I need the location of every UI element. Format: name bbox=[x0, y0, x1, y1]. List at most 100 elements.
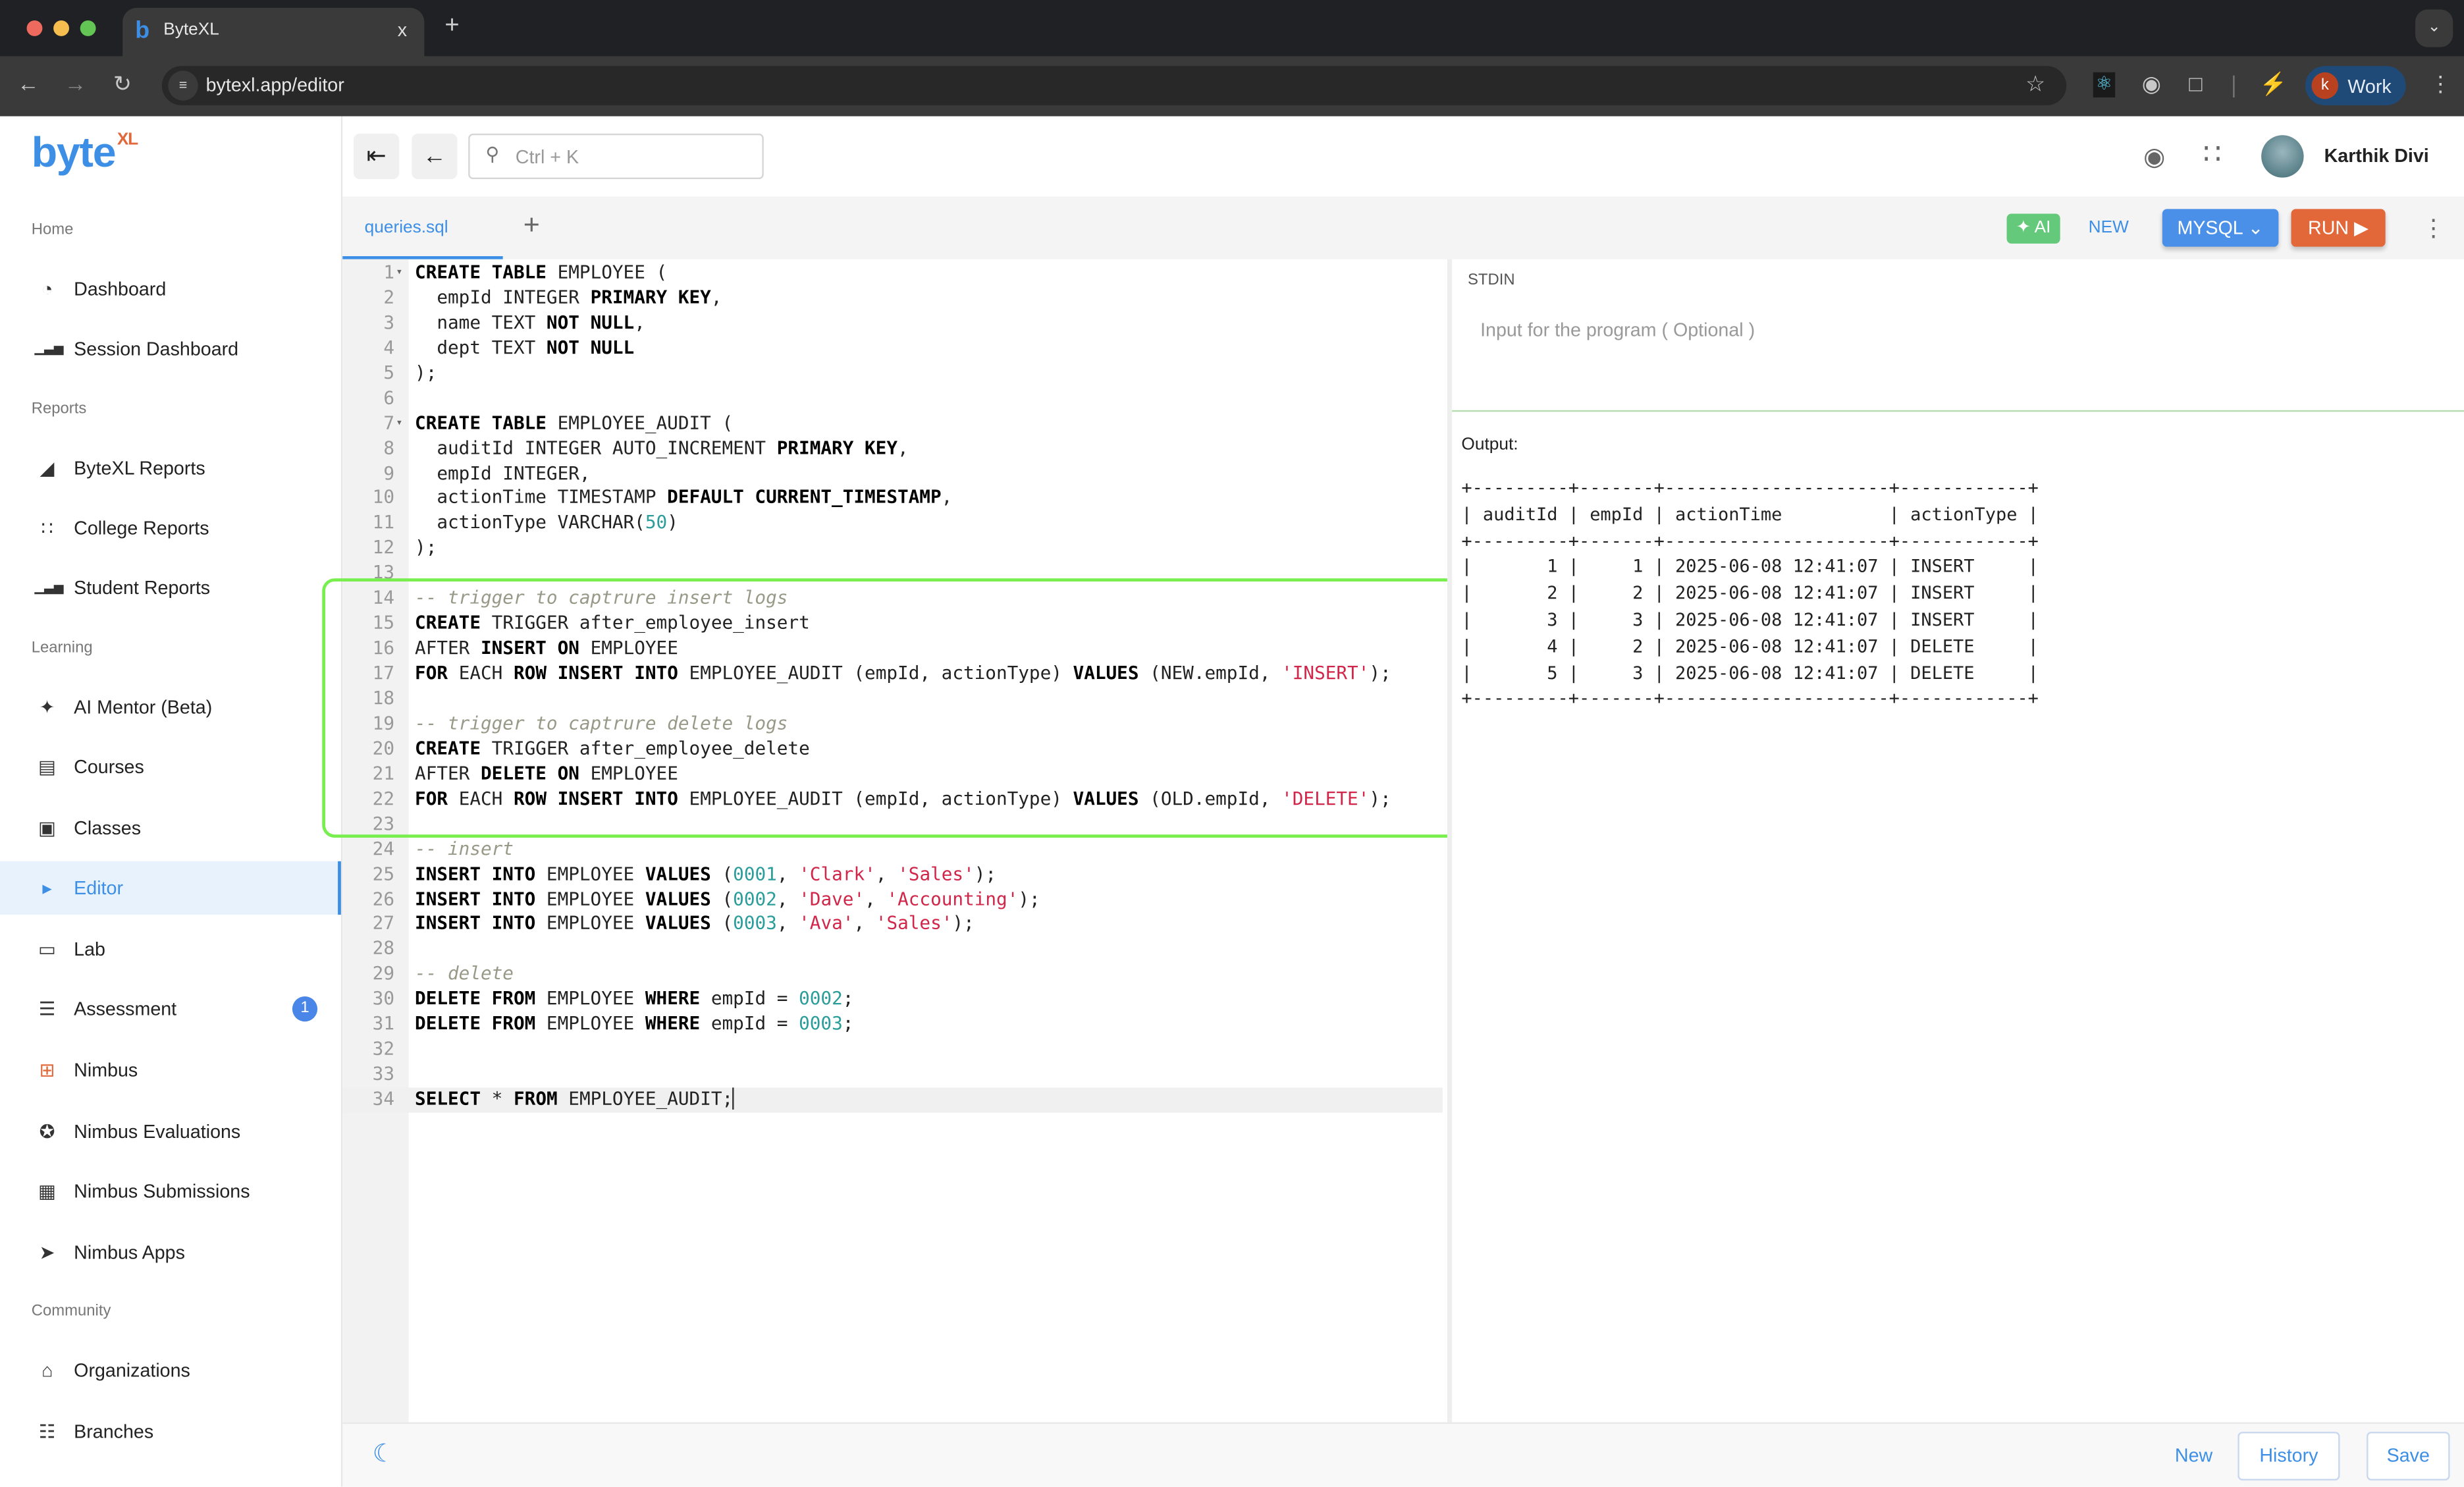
search-input[interactable]: ⚲ Ctrl + K bbox=[468, 133, 764, 180]
close-window-button[interactable] bbox=[26, 20, 43, 36]
sidebar-item-student-reports[interactable]: ▁▃▅ Student Reports bbox=[0, 561, 341, 614]
user-name[interactable]: Karthik Divi bbox=[2324, 144, 2429, 167]
sidebar-item-ai-mentor-beta[interactable]: ✦ AI Mentor (Beta) bbox=[0, 680, 341, 734]
sidebar-item-editor[interactable]: ▸ Editor bbox=[0, 861, 341, 915]
tab-close-button[interactable]: x bbox=[397, 18, 408, 41]
code-line[interactable]: -- trigger to captrure delete logs bbox=[415, 712, 788, 737]
sidebar-item-organizations[interactable]: ⌂ Organizations bbox=[0, 1343, 341, 1397]
code-line[interactable]: SELECT * FROM EMPLOYEE_AUDIT; bbox=[415, 1087, 735, 1112]
ai-button[interactable]: ✦ AI bbox=[2006, 213, 2060, 244]
run-button[interactable]: RUN ▶ bbox=[2291, 209, 2386, 247]
back-icon[interactable]: ← bbox=[17, 70, 40, 96]
dark-mode-moon-icon[interactable]: ☾ bbox=[372, 1441, 395, 1468]
user-avatar[interactable] bbox=[2261, 135, 2304, 178]
sidebar-item-assessment[interactable]: ☰ Assessment 1 bbox=[0, 983, 341, 1036]
code-line[interactable]: INSERT INTO EMPLOYEE VALUES (0001, 'Clar… bbox=[415, 862, 996, 887]
code-line[interactable]: -- trigger to captrure insert logs bbox=[415, 587, 788, 612]
code-line[interactable]: CREATE TABLE EMPLOYEE ( bbox=[415, 261, 667, 286]
apps-grid-icon[interactable]: ∷ bbox=[2203, 138, 2222, 170]
extensions-puzzle-icon[interactable]: □ bbox=[2189, 70, 2203, 96]
code-line[interactable]: name TEXT NOT NULL, bbox=[415, 311, 645, 336]
tab-search-chevron-icon[interactable]: ⌄ bbox=[2415, 9, 2453, 47]
code-line[interactable]: actionType VARCHAR(50) bbox=[415, 512, 678, 537]
language-select[interactable]: MYSQL ⌄ bbox=[2162, 209, 2279, 247]
sidebar-item-label: Dashboard bbox=[74, 278, 167, 300]
sidebar-item-courses[interactable]: ▤ Courses bbox=[0, 740, 341, 794]
reload-icon[interactable]: ↻ bbox=[113, 70, 132, 96]
code-line[interactable]: CREATE TABLE EMPLOYEE_AUDIT ( bbox=[415, 411, 733, 436]
code-line[interactable]: empId INTEGER, bbox=[415, 461, 591, 486]
new-button[interactable]: NEW bbox=[2088, 218, 2129, 238]
sidebar-item-nimbus-apps[interactable]: ➤ Nimbus Apps bbox=[0, 1226, 341, 1279]
site-settings-icon[interactable]: ≡ bbox=[168, 70, 198, 101]
code-line[interactable]: INSERT INTO EMPLOYEE VALUES (0003, 'Ava'… bbox=[415, 912, 975, 937]
code-token: , bbox=[941, 486, 953, 508]
performance-icon[interactable]: ⚡ bbox=[2259, 70, 2288, 96]
code-line[interactable]: INSERT INTO EMPLOYEE VALUES (0002, 'Dave… bbox=[415, 887, 1040, 912]
browser-tab[interactable]: b ByteXL x bbox=[122, 7, 425, 57]
code-line[interactable]: AFTER INSERT ON EMPLOYEE bbox=[415, 637, 678, 662]
code-line[interactable]: DELETE FROM EMPLOYEE WHERE empId = 0002; bbox=[415, 987, 853, 1012]
sidebar-item-session-dashboard[interactable]: ▁▃▅ Session Dashboard bbox=[0, 322, 341, 375]
camera-extension-icon[interactable]: ◉ bbox=[2141, 70, 2161, 96]
toggle-sidebar-icon[interactable]: ⇤ bbox=[353, 133, 400, 180]
sidebar-item-bytexl-reports[interactable]: ◢ ByteXL Reports bbox=[0, 442, 341, 495]
bookmark-star-icon[interactable]: ☆ bbox=[2025, 70, 2046, 96]
stdin-placeholder: Input for the program ( Optional ) bbox=[1480, 319, 1755, 341]
code-line[interactable]: FOR EACH ROW INSERT INTO EMPLOYEE_AUDIT … bbox=[415, 662, 1391, 687]
line-number: 17 bbox=[372, 661, 395, 684]
code-editor[interactable]: 1 ▾ CREATE TABLE EMPLOYEE (2 empId INTEGER… bbox=[342, 259, 1443, 1422]
sidebar-item-nimbus-submissions[interactable]: ▦ Nimbus Submissions bbox=[0, 1164, 341, 1218]
code-line[interactable]: empId INTEGER PRIMARY KEY, bbox=[415, 286, 722, 311]
code-line[interactable]: auditId INTEGER AUTO_INCREMENT PRIMARY K… bbox=[415, 436, 908, 461]
history-button[interactable]: History bbox=[2237, 1432, 2340, 1481]
code-line[interactable]: dept TEXT NOT NULL bbox=[415, 336, 634, 361]
profile-button[interactable]: k Work bbox=[2305, 66, 2406, 105]
new-file-button[interactable]: New bbox=[2174, 1444, 2213, 1467]
save-button[interactable]: Save bbox=[2367, 1432, 2450, 1481]
more-options-icon[interactable]: ⋮ bbox=[2421, 215, 2446, 242]
sparkles-icon: ✦ bbox=[2016, 218, 2035, 238]
code-token: 'Clark' bbox=[799, 862, 876, 884]
sidebar-item-nimbus[interactable]: ⊞ Nimbus bbox=[0, 1044, 341, 1097]
bug-report-icon[interactable]: ◉ bbox=[2143, 144, 2166, 172]
code-line[interactable]: FOR EACH ROW INSERT INTO EMPLOYEE_AUDIT … bbox=[415, 787, 1391, 812]
add-file-tab-button[interactable]: + bbox=[523, 209, 540, 241]
sidebar-item-dashboard[interactable]: ◔ Dashboard bbox=[0, 263, 341, 316]
stdin-input[interactable]: Input for the program ( Optional ) bbox=[1468, 304, 2457, 398]
sidebar-item-nimbus-evaluations[interactable]: ✪ Nimbus Evaluations bbox=[0, 1105, 341, 1158]
fold-chevron-icon[interactable]: ▾ bbox=[396, 265, 403, 279]
new-tab-button[interactable]: + bbox=[444, 13, 460, 40]
search-placeholder: Ctrl + K bbox=[515, 146, 579, 169]
code-token: dept TEXT bbox=[415, 336, 547, 358]
maximize-window-button[interactable] bbox=[80, 20, 96, 36]
code-content[interactable]: 1 ▾ CREATE TABLE EMPLOYEE (2 empId INTEGER… bbox=[342, 259, 1443, 1422]
sidebar-item-branches[interactable]: ☷ Branches bbox=[0, 1405, 341, 1459]
code-line[interactable]: actionTime TIMESTAMP DEFAULT CURRENT_TIM… bbox=[415, 487, 952, 512]
sidebar-section-label: Reports bbox=[31, 400, 87, 418]
browser-menu-icon[interactable]: ⋮ bbox=[2429, 70, 2451, 96]
back-arrow-icon[interactable]: ← bbox=[412, 133, 458, 180]
tab-queries-sql[interactable]: queries.sql bbox=[342, 196, 503, 259]
code-line[interactable]: CREATE TRIGGER after_employee_delete bbox=[415, 737, 810, 762]
sidebar-item-college-reports[interactable]: ∷ College Reports bbox=[0, 501, 341, 554]
fold-chevron-icon[interactable]: ▾ bbox=[396, 416, 403, 429]
sidebar-item-lab[interactable]: ▭ Lab bbox=[0, 923, 341, 976]
code-token: ); bbox=[1018, 887, 1040, 909]
react-devtools-icon[interactable]: ⚛ bbox=[2093, 72, 2116, 97]
code-line[interactable]: -- delete bbox=[415, 962, 514, 987]
code-line[interactable]: ); bbox=[415, 537, 437, 562]
bank-icon: ⌂ bbox=[41, 1359, 53, 1382]
code-line[interactable]: AFTER DELETE ON EMPLOYEE bbox=[415, 762, 678, 787]
address-bar[interactable]: ≡ bytexl.app/editor ☆ bbox=[161, 66, 2067, 105]
code-line[interactable]: -- insert bbox=[415, 837, 514, 862]
code-token: empId INTEGER, bbox=[415, 461, 591, 483]
code-line[interactable]: DELETE FROM EMPLOYEE WHERE empId = 0003; bbox=[415, 1012, 853, 1037]
code-line[interactable]: CREATE TRIGGER after_employee_insert bbox=[415, 612, 810, 637]
bytexl-logo[interactable]: byte XL bbox=[32, 129, 139, 178]
minimize-window-button[interactable] bbox=[53, 20, 70, 36]
line-number: 5 bbox=[383, 361, 395, 383]
forward-icon[interactable]: → bbox=[64, 70, 87, 96]
sidebar-item-classes[interactable]: ▣ Classes bbox=[0, 801, 341, 855]
code-line[interactable]: ); bbox=[415, 361, 437, 386]
